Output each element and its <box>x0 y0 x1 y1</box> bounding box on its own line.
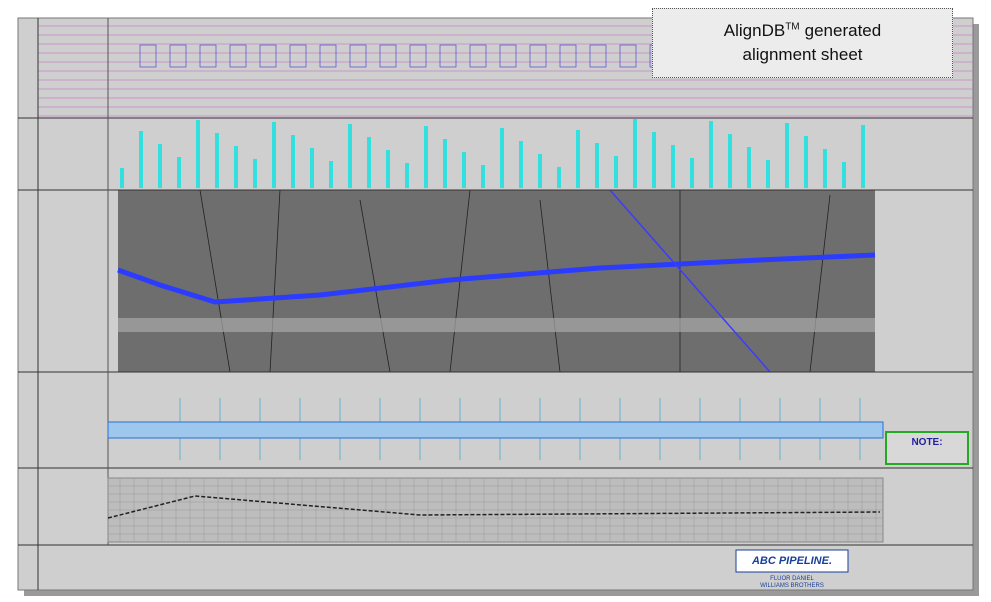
annotation-text <box>614 156 618 188</box>
profile-grid-lines <box>108 478 883 542</box>
header-cell-text <box>529 44 547 68</box>
annotation-text <box>804 136 808 188</box>
header-cell-text <box>169 44 187 68</box>
header-cell-text <box>439 44 457 68</box>
annotation-text <box>291 135 295 188</box>
parcel-line <box>269 189 281 373</box>
aerial-detail <box>118 189 875 373</box>
county-line <box>609 189 771 373</box>
aerial-photo <box>118 190 875 372</box>
annotation-text <box>310 148 314 188</box>
pipeline-route <box>117 252 876 305</box>
annotation-text <box>519 141 523 188</box>
annotation-text <box>139 131 143 188</box>
annotation-text <box>842 162 846 188</box>
header-cell-text <box>229 44 247 68</box>
annotation-text <box>443 139 447 188</box>
annotation-text <box>329 161 333 188</box>
header-cell-text <box>469 44 487 68</box>
header-cell-text <box>319 44 337 68</box>
header-cell-text <box>379 44 397 68</box>
note-heading: NOTE: <box>911 437 942 448</box>
annotation-text <box>215 133 219 188</box>
annotation-text <box>728 134 732 188</box>
callout-text: generated <box>804 21 882 40</box>
annotation-text <box>272 122 276 188</box>
parcel-line <box>359 199 391 373</box>
header-cell-text <box>289 44 307 68</box>
annotation-text <box>348 124 352 188</box>
annotation-text <box>766 160 770 188</box>
annotation-text <box>557 167 561 188</box>
annotation-text <box>481 165 485 188</box>
annotation-text <box>424 126 428 188</box>
parcel-line <box>809 194 831 373</box>
annotation-text <box>595 143 599 188</box>
road <box>118 318 875 332</box>
annotation-text <box>576 130 580 188</box>
callout: AlignDBTM generated alignment sheet <box>652 8 953 78</box>
contractor: WILLIAMS BROTHERS <box>760 583 824 589</box>
annotation-text <box>196 120 200 188</box>
annotation-text <box>234 146 238 188</box>
header-cell-text <box>349 44 367 68</box>
sheet-bands <box>18 18 973 590</box>
annotation-text <box>120 168 124 188</box>
callout-text: alignment sheet <box>742 45 863 64</box>
contractor: FLUOR DANIEL <box>770 576 814 582</box>
annotation-text <box>652 132 656 188</box>
annotation-text <box>785 123 789 188</box>
header-cell-text <box>499 44 517 68</box>
annotation-text <box>158 144 162 188</box>
annotation-text <box>747 147 751 188</box>
parcel-line <box>199 189 231 373</box>
trademark: TM <box>785 21 800 33</box>
annotation-text <box>367 137 371 188</box>
pipe-band <box>107 421 884 439</box>
header-cell-text <box>619 44 637 68</box>
header-cell-text <box>409 44 427 68</box>
annotation-text <box>386 150 390 188</box>
annotation-text <box>690 158 694 188</box>
brand: AlignDB <box>723 21 786 40</box>
logo-box <box>735 549 849 573</box>
logo: ABC PIPELINE. <box>751 555 832 567</box>
annotation-text <box>177 157 181 188</box>
header-cell-text <box>139 44 157 68</box>
annotation-text <box>823 149 827 188</box>
annotation-text <box>462 152 466 188</box>
annotation-text <box>861 125 865 188</box>
profile-line <box>107 495 881 519</box>
note-box <box>885 431 969 465</box>
header-cell-text <box>199 44 217 68</box>
parcel-line <box>539 199 561 373</box>
annotation-text <box>405 163 409 188</box>
header-cell-text <box>559 44 577 68</box>
annotation-text <box>538 154 542 188</box>
annotation-text <box>253 159 257 188</box>
annotation-text <box>671 145 675 188</box>
annotation-text <box>709 121 713 188</box>
annotation-text <box>500 128 504 188</box>
header-cell-text <box>259 44 277 68</box>
header-cell-text <box>589 44 607 68</box>
annotation-text <box>633 119 637 188</box>
